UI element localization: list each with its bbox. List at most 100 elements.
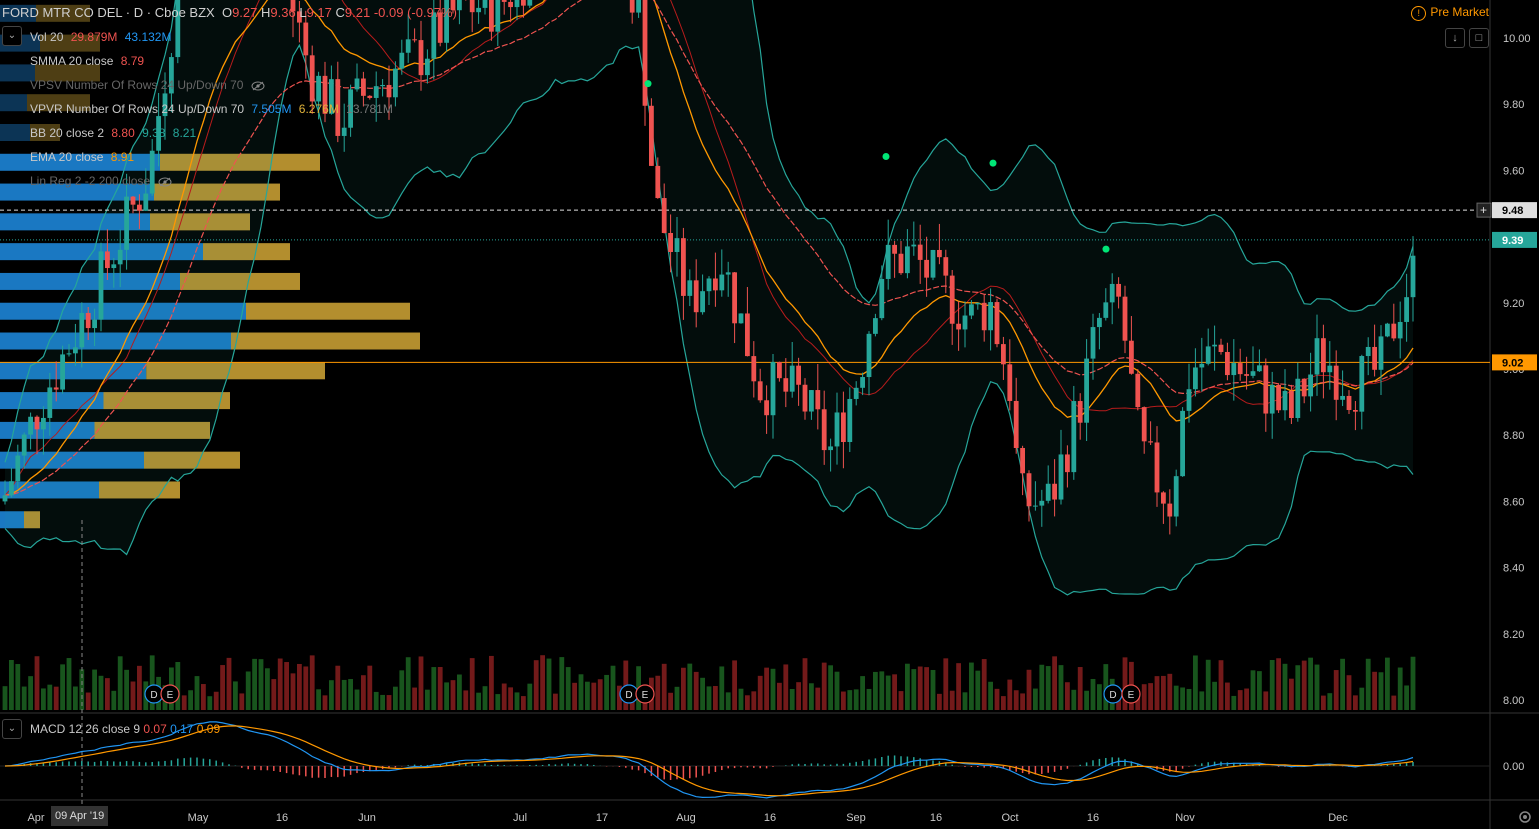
volume-bar <box>873 671 878 710</box>
candle-body <box>162 93 168 117</box>
premarket-indicator[interactable]: ! Pre Market <box>1411 5 1489 21</box>
collapse-macd-button[interactable]: ⌄ <box>2 719 22 739</box>
symbol-name[interactable]: FORD MTR CO DEL <box>2 5 123 20</box>
candle-body <box>1109 283 1115 303</box>
candle-body <box>322 75 328 114</box>
settings-icon[interactable] <box>1517 809 1533 825</box>
candle-body <box>1295 378 1301 419</box>
hidden-eye-icon[interactable] <box>251 81 265 91</box>
indicator-legend-item[interactable]: Lin Reg 2 -2 200 close <box>30 174 172 188</box>
volume-bar <box>834 671 840 710</box>
price-axis-tick: 9.60 <box>1503 165 1524 177</box>
maximize-button[interactable]: □ <box>1469 28 1489 48</box>
indicator-name: Vol 20 <box>30 30 64 44</box>
volume-bar <box>450 680 456 710</box>
candle-body <box>297 11 302 23</box>
vpvr-down-bar <box>30 123 60 141</box>
indicator-name: VPSV Number Of Rows 24 Up/Down 70 <box>30 78 244 92</box>
candle-body <box>1141 407 1147 442</box>
bollinger-basis-line <box>4 0 1414 496</box>
volume-bar <box>809 683 814 710</box>
candle-body <box>53 387 59 390</box>
candle-body <box>290 0 296 12</box>
volume-bar <box>1250 670 1256 710</box>
volume-bar <box>28 676 33 710</box>
indicator-name: VPVR Number Of Rows 24 Up/Down 70 <box>30 102 245 116</box>
vpvr-down-bar <box>203 243 290 261</box>
volume-bar <box>284 662 289 710</box>
volume-bar <box>514 692 520 710</box>
candle-body <box>1301 378 1307 397</box>
vpvr-down-bar <box>150 213 250 231</box>
volume-bar <box>930 669 936 710</box>
candle-body <box>1340 395 1345 400</box>
candle-body <box>1116 283 1121 297</box>
volume-bar <box>380 694 385 710</box>
interval[interactable]: D <box>133 5 144 20</box>
indicator-legend-item[interactable]: BB 20 close 2 8.80 9.38 8.21 <box>30 126 196 140</box>
macd-title[interactable]: MACD 12 26 close 9 <box>30 722 141 736</box>
volume-bar <box>457 674 462 710</box>
vpvr-down-bar <box>231 332 420 350</box>
volume-bar <box>2 686 8 710</box>
collapse-legend-button[interactable]: ⌄ <box>2 26 22 46</box>
candle-body <box>725 272 731 275</box>
indicator-legend-item[interactable]: SMMA 20 close 8.79 <box>30 54 144 68</box>
time-axis-label: May <box>188 812 209 824</box>
candle-body <box>393 68 398 98</box>
candle-body <box>962 315 968 330</box>
volume-bar <box>495 694 501 710</box>
indicator-legend-item[interactable]: EMA 20 close 8.91 <box>30 150 134 164</box>
candle-body <box>169 57 174 94</box>
candle-body <box>751 356 757 382</box>
volume-bar <box>937 693 942 710</box>
candle-body <box>124 196 129 250</box>
candle-body <box>873 318 878 334</box>
vpvr-up-bar <box>0 94 27 112</box>
candle-body <box>425 58 430 76</box>
volume-bar <box>585 681 590 710</box>
vpvr-up-bar <box>0 213 150 231</box>
candle-body <box>911 244 917 247</box>
volume-bar <box>917 666 923 710</box>
volume-bar <box>975 670 981 710</box>
candle-body <box>1065 454 1070 473</box>
candle-body <box>457 0 462 11</box>
volume-bar <box>885 675 891 710</box>
candle-body <box>757 381 763 401</box>
volume-bar <box>956 663 961 710</box>
candle-body <box>1052 483 1057 500</box>
volume-bar <box>924 667 929 710</box>
candle-body <box>66 353 72 355</box>
indicator-value: 8.79 <box>117 54 145 68</box>
candle-body <box>303 22 309 56</box>
volume-bar <box>853 689 859 710</box>
candle-body <box>636 0 641 13</box>
volume-bar <box>1161 675 1166 710</box>
vpvr-down-bar <box>27 94 90 112</box>
candle-body <box>789 365 795 392</box>
smma-line <box>4 0 1414 496</box>
candle-body <box>143 193 149 211</box>
volume-bar <box>354 689 360 710</box>
scroll-down-button[interactable]: ↓ <box>1445 28 1465 48</box>
candle-body <box>1225 351 1230 376</box>
indicator-value: 8.91 <box>107 150 135 164</box>
candle-body <box>1180 410 1185 477</box>
volume-bar <box>687 663 693 710</box>
indicator-legend-item[interactable]: Vol 20 29.879M 43.132M <box>30 30 171 44</box>
candle-body <box>1071 401 1077 473</box>
volume-bar <box>265 668 270 710</box>
hidden-eye-icon[interactable] <box>158 177 172 187</box>
indicator-name: SMMA 20 close <box>30 54 114 68</box>
indicator-legend-item[interactable]: VPVR Number Of Rows 24 Up/Down 70 7.505M… <box>30 102 393 116</box>
candle-body <box>437 12 443 43</box>
volume-bar <box>1321 695 1326 710</box>
volume-bar <box>860 676 865 710</box>
candle-body <box>1013 400 1019 448</box>
indicator-legend-item[interactable]: VPSV Number Of Rows 24 Up/Down 70 <box>30 78 265 92</box>
volume-bar <box>482 686 488 710</box>
volume-bar <box>245 671 251 710</box>
volume-bar <box>725 692 731 710</box>
